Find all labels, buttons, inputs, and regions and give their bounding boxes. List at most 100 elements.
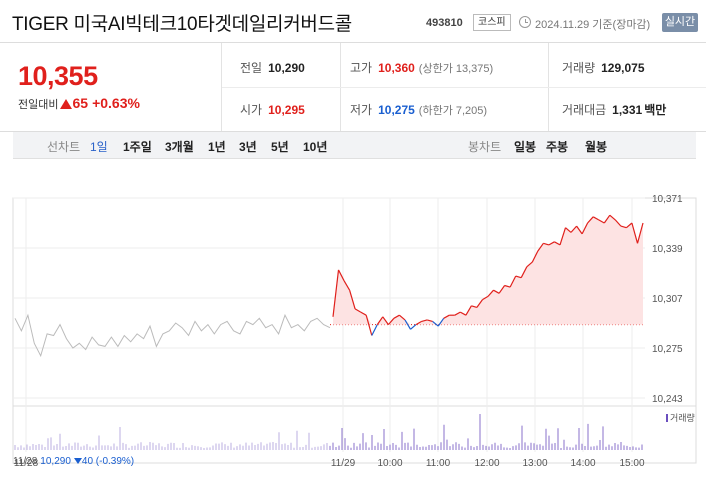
upper-limit: (상한가 13,375) bbox=[418, 63, 494, 75]
change-rate: +0.63% bbox=[92, 95, 140, 111]
x-tick-label: 10:00 bbox=[377, 458, 402, 469]
today-line-segment bbox=[349, 290, 356, 310]
today-line-segment bbox=[426, 319, 433, 322]
today-line-segment bbox=[592, 216, 599, 221]
today-line-segment bbox=[476, 299, 483, 308]
amount-value: 1,331 bbox=[612, 103, 643, 117]
open-cell: 시가 10,295 bbox=[240, 101, 305, 118]
y-tick-label: 10,371 bbox=[652, 194, 683, 205]
high-value: 10,360 bbox=[378, 61, 415, 75]
tab-monthly-candle[interactable]: 월봉 bbox=[585, 140, 608, 154]
tab-daily-candle[interactable]: 일봉 bbox=[514, 140, 537, 154]
today-line-segment bbox=[360, 311, 367, 316]
tab-1week[interactable]: 1주일 bbox=[123, 140, 152, 154]
x-tick-label: 11:00 bbox=[426, 458, 451, 469]
x-tick-label: 11/29 bbox=[331, 458, 356, 469]
today-line-segment bbox=[432, 320, 439, 327]
today-line-segment bbox=[504, 284, 511, 288]
prev-day-line bbox=[14, 313, 331, 358]
today-line-segment bbox=[603, 214, 611, 224]
prev-close-summary: 11/28 10,290 40 (-0.39%) bbox=[13, 456, 134, 467]
x-tick-label: 14:00 bbox=[570, 458, 595, 469]
tab-3year[interactable]: 3년 bbox=[239, 140, 257, 154]
today-line-segment bbox=[404, 319, 412, 330]
x-tick-label: 15:00 bbox=[619, 458, 644, 469]
tab-1year[interactable]: 1년 bbox=[208, 140, 226, 154]
today-line-segment bbox=[371, 324, 378, 336]
today-line-segment bbox=[609, 214, 616, 221]
today-line-segment bbox=[332, 269, 340, 317]
up-triangle-icon bbox=[60, 99, 73, 109]
today-line-segment bbox=[487, 289, 494, 297]
today-line-segment bbox=[565, 227, 572, 233]
today-line-segment bbox=[570, 225, 578, 233]
low-label: 저가 bbox=[350, 103, 373, 117]
today-line-segment bbox=[581, 222, 589, 235]
prev-close-date: 11/28 bbox=[13, 456, 38, 467]
y-tick-label: 10,307 bbox=[652, 294, 683, 305]
current-price-panel: 10,355 전일대비 65 +0.63% bbox=[0, 43, 222, 131]
today-line-segment bbox=[337, 269, 345, 282]
change-label: 전일대비 bbox=[18, 99, 59, 111]
today-line-segment bbox=[537, 242, 544, 252]
today-line-segment bbox=[587, 216, 594, 224]
y-tick-label: 10,243 bbox=[652, 394, 683, 405]
prev-close-cell: 전일 10,290 bbox=[240, 59, 305, 76]
today-line-segment bbox=[393, 314, 400, 319]
today-line-segment bbox=[498, 285, 506, 294]
today-line-segment bbox=[554, 241, 561, 246]
today-line-segment bbox=[598, 219, 605, 224]
today-line-segment bbox=[482, 295, 489, 301]
today-line-segment bbox=[493, 289, 500, 294]
prev-close-value: 10,290 bbox=[268, 61, 305, 75]
stock-code: 493810 bbox=[426, 17, 463, 29]
y-tick-label: 10,275 bbox=[652, 344, 683, 355]
today-line-segment bbox=[626, 222, 633, 229]
tab-5year[interactable]: 5년 bbox=[271, 140, 289, 154]
today-line-segment bbox=[526, 261, 533, 268]
candle-chart-label: 봉차트 bbox=[468, 140, 502, 154]
today-line-segment bbox=[415, 320, 422, 326]
tab-1day[interactable]: 1일 bbox=[90, 140, 108, 154]
volume-label: 거래량 bbox=[562, 61, 596, 75]
tab-3month[interactable]: 3개월 bbox=[165, 140, 194, 154]
prev-change-rate: (-0.39%) bbox=[95, 456, 135, 467]
today-line-segment bbox=[387, 317, 395, 325]
today-line-segment bbox=[620, 225, 627, 229]
period-toolbar: 선차트 1일 1주일 3개월 1년 3년 5년 10년 봉차트 일봉 주봉 월봉 bbox=[13, 132, 696, 159]
today-line-segment bbox=[354, 308, 361, 313]
timestamp: 2024.11.29 기준(장마감) bbox=[535, 19, 651, 31]
tab-10year[interactable]: 10년 bbox=[303, 140, 328, 154]
tab-weekly-candle[interactable]: 주봉 bbox=[546, 140, 569, 154]
today-line-segment bbox=[559, 227, 567, 246]
price-chart[interactable]: 10,371 10,339 10,307 10,275 10,243 11/28 11/29… bbox=[0, 160, 706, 480]
low-value: 10,275 bbox=[378, 103, 415, 117]
today-line-segment bbox=[548, 241, 555, 246]
down-triangle-icon bbox=[73, 458, 82, 464]
today-line-segment bbox=[636, 222, 644, 244]
y-tick-label: 10,339 bbox=[652, 244, 683, 255]
header: TIGER 미국AI빅테크10타겟데일리커버드콜 493810 코스피 2024… bbox=[0, 0, 706, 42]
current-price: 10,355 bbox=[18, 61, 98, 91]
today-line-segment bbox=[520, 266, 528, 278]
today-line-segment bbox=[614, 219, 622, 227]
today-line-segment bbox=[443, 314, 450, 319]
x-tick-label: 13:00 bbox=[522, 458, 547, 469]
amount-label: 거래대금 bbox=[562, 103, 607, 117]
x-tick-label: 12:00 bbox=[474, 458, 499, 469]
lower-limit: (하한가 7,205) bbox=[418, 105, 488, 117]
price-chart-svg[interactable]: 10,371 10,339 10,307 10,275 10,243 11/28 11/29… bbox=[0, 160, 706, 480]
volume-cell: 거래량 129,075 bbox=[562, 59, 645, 76]
realtime-button[interactable]: 실시간 bbox=[662, 13, 698, 32]
stock-name: TIGER 미국AI빅테크10타겟데일리커버드콜 bbox=[12, 14, 352, 35]
today-line-segment bbox=[543, 242, 550, 246]
today-line-segment bbox=[465, 305, 472, 316]
volume-legend: 거래량 bbox=[666, 411, 695, 424]
prev-close-value: 10,290 bbox=[40, 456, 71, 467]
volume-legend-mark bbox=[666, 414, 668, 422]
change-row: 전일대비 65 +0.63% bbox=[18, 95, 140, 112]
today-line-segment bbox=[576, 225, 583, 235]
quote-panel: 10,355 전일대비 65 +0.63% 전일 10,290 고가 10,360 (상한… bbox=[0, 42, 706, 132]
today-line-segment bbox=[531, 250, 539, 263]
change-value: 65 bbox=[72, 95, 89, 111]
